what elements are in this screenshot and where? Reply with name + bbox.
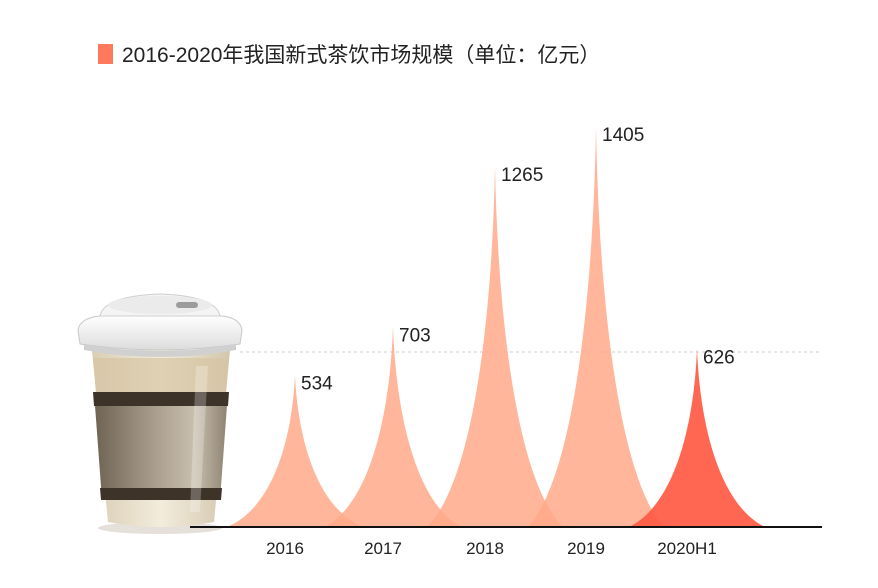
title-text: 2016-2020年我国新式茶饮市场规模（单位：亿元） <box>122 44 600 67</box>
value-label-2016: 534 <box>301 374 333 395</box>
peak-2018 <box>427 165 563 528</box>
category-labels: 2016 2017 2018 2019 2020H1 <box>266 539 717 558</box>
value-label-2020H1: 626 <box>703 347 735 368</box>
peak-2019 <box>528 126 664 527</box>
value-label-2019: 1405 <box>602 125 644 146</box>
x-tick-2020H1: 2020H1 <box>657 539 717 558</box>
x-tick-2018: 2018 <box>466 539 504 558</box>
x-tick-2016: 2016 <box>266 539 304 558</box>
value-labels: 534 703 1265 1405 626 <box>301 125 735 395</box>
x-tick-2017: 2017 <box>364 539 402 558</box>
x-tick-2019: 2019 <box>567 539 605 558</box>
legend-marker <box>98 44 113 64</box>
peaks-group <box>227 126 765 528</box>
chart-title: 2016-2020年我国新式茶饮市场规模（单位：亿元） <box>98 44 600 67</box>
coffee-cup-icon <box>77 293 243 534</box>
peak-2020H1 <box>629 348 765 527</box>
value-label-2017: 703 <box>399 325 431 346</box>
peak-2017 <box>325 326 461 527</box>
peak-2016 <box>227 374 363 527</box>
value-label-2018: 1265 <box>501 165 543 186</box>
